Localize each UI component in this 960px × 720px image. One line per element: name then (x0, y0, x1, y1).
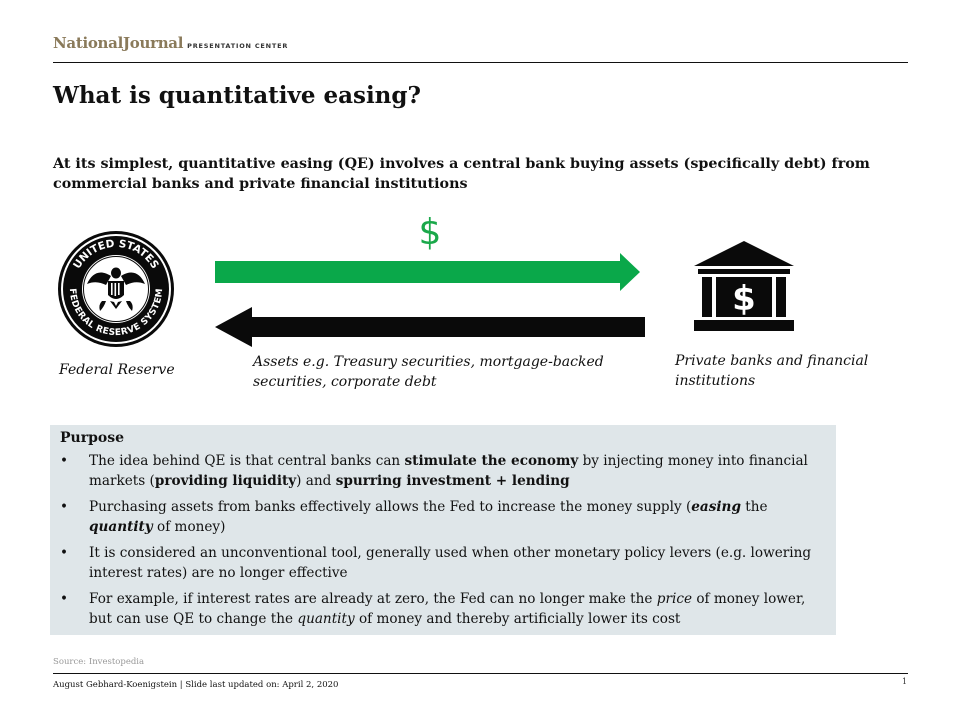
bullet-text-segment: quantity (89, 519, 153, 535)
purpose-heading: Purpose (60, 430, 124, 446)
money-arrow (215, 253, 640, 291)
bullet-marker: • (60, 453, 69, 469)
bullet-text-segment: ) and (296, 473, 336, 489)
purpose-box: Purpose • The idea behind QE is that cent… (50, 425, 836, 635)
exchange-arrows (215, 253, 645, 347)
bullet-text-segment: of money lower, but can use QE to change… (89, 591, 806, 627)
brand-name: NationalJournal (53, 34, 184, 52)
purpose-bullet: • It is considered an unconventional tool… (60, 543, 826, 583)
bullet-text-segment: price (656, 591, 692, 607)
bullet-text-segment: For example, if interest rates are alrea… (89, 591, 657, 607)
footer-text: August Gebhard-Koenigstein | Slide last … (53, 680, 339, 690)
bullet-marker: • (60, 499, 69, 515)
bullet-text-segment: of money and thereby artificially lower … (354, 611, 681, 627)
purpose-list: • The idea behind QE is that central bank… (60, 451, 826, 629)
bullet-text-segment: providing liquidity (154, 473, 297, 489)
bank-dollar-symbol: $ (732, 279, 756, 319)
bullet-text-segment: quantity (297, 611, 355, 627)
assets-label: Assets e.g. Treasury securities, mortgag… (253, 354, 604, 390)
bullet-text-segment: Purchasing assets from banks effectively… (89, 499, 692, 515)
bullet-text-segment: stimulate the economy (404, 453, 579, 469)
bullet-text-segment: It is considered an unconventional tool,… (89, 545, 812, 581)
private-banks-label: Private banks and financial institutions (675, 353, 869, 389)
federal-reserve-seal-icon: UNITED STATES FEDERAL RESERVE SYSTEM (58, 231, 174, 347)
source-note: Source: Investopedia (53, 657, 145, 667)
money-dollar-sign: $ (418, 212, 442, 253)
page-number: 1 (902, 677, 908, 686)
bullet-text-segment: of money) (152, 519, 226, 535)
slide-title: What is quantitative easing? (53, 82, 421, 109)
bullet-text-segment: The idea behind QE is that central banks… (89, 453, 405, 469)
bullet-marker: • (60, 545, 69, 561)
brand-logo: NationalJournal PRESENTATION CENTER (53, 34, 288, 52)
brand-subtitle: PRESENTATION CENTER (187, 42, 289, 50)
bullet-marker: • (60, 591, 69, 607)
bullet-text-segment: by injecting money into financial market… (89, 453, 808, 489)
assets-arrow (215, 307, 645, 347)
purpose-bullet: • Purchasing assets from banks effectivel… (60, 497, 826, 537)
federal-reserve-label: Federal Reserve (59, 362, 175, 378)
bank-building-icon: $ (694, 241, 794, 331)
bullet-text-segment: spurring investment + lending (335, 473, 570, 489)
bottom-divider (53, 673, 908, 674)
bullet-text-segment: easing (691, 499, 741, 515)
top-divider (53, 62, 908, 63)
bullet-text-segment: the (740, 499, 768, 515)
purpose-bullet: • For example, if interest rates are alre… (60, 589, 826, 629)
slide-subtitle: At its simplest, quantitative easing (QE… (53, 156, 870, 192)
purpose-bullet: • The idea behind QE is that central bank… (60, 451, 826, 491)
